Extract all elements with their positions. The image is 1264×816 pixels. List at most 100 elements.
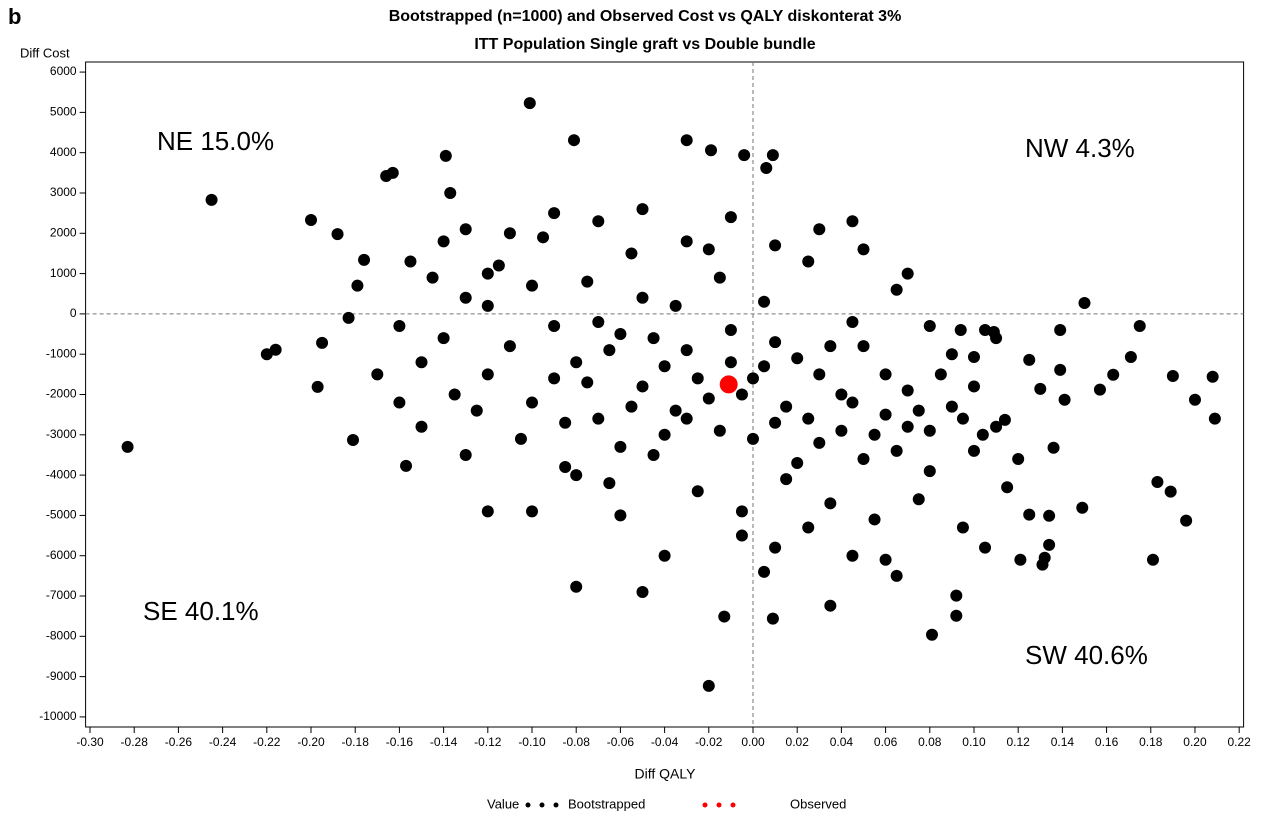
x-tick-label: -0.14 [430,735,458,749]
scatter-point [614,328,627,341]
scatter-point [1206,370,1219,383]
scatter-point [718,610,731,623]
x-tick-label: -0.08 [563,735,591,749]
scatter-point [857,243,870,256]
scatter-point [1124,351,1137,364]
scatter-point [901,267,914,280]
scatter-point [719,375,738,394]
scatter-point [393,319,406,332]
scatter-point [713,424,726,437]
scatter-point [437,332,450,345]
scatter-point [868,513,881,526]
legend-marker [539,802,545,808]
y-tick-label: 1000 [50,266,77,280]
scatter-point [570,580,583,593]
scatter-point [1164,485,1177,498]
scatter-point [769,336,782,349]
scatter-point [758,360,771,373]
scatter-point [813,223,826,236]
y-tick-label: -9000 [46,669,77,683]
y-tick-label: -1000 [46,346,77,360]
scatter-point [923,424,936,437]
quadrant-annotation: NE 15.0% [157,126,274,156]
scatter-point [537,231,550,244]
scatter-point [956,412,969,425]
scatter-point [680,344,693,357]
scatter-point [459,223,472,236]
scatter-point [347,434,360,447]
scatter-point [976,428,989,441]
scatter-point [824,599,837,612]
legend-label: Bootstrapped [568,796,645,811]
scatter-point [1012,452,1025,465]
scatter-point [603,477,616,490]
scatter-point [824,340,837,353]
scatter-point [503,227,516,240]
y-tick-label: -7000 [46,588,77,602]
scatter-point [559,461,572,474]
legend-marker [553,802,559,808]
scatter-point [351,279,364,292]
x-tick-label: -0.04 [651,735,679,749]
scatter-point [758,295,771,308]
scatter-point [791,457,804,470]
x-tick-label: -0.24 [209,735,237,749]
scatter-point [857,340,870,353]
scatter-point [735,388,748,401]
scatter-point [316,336,329,349]
scatter-point [758,565,771,578]
scatter-point [901,420,914,433]
scatter-point [647,332,660,345]
scatter-point [802,521,815,534]
scatter-point [967,351,980,364]
x-tick-label: -0.20 [297,735,325,749]
scatter-point [990,332,1003,345]
x-tick-label: -0.06 [607,735,635,749]
x-tick-label: 0.10 [962,735,986,749]
legend-title: Value [487,796,519,811]
x-tick-label: -0.26 [165,735,193,749]
x-tick-label: 0.02 [786,735,810,749]
scatter-point [1058,393,1071,406]
scatter-point [481,299,494,312]
scatter-point [824,497,837,510]
scatter-point [691,372,704,385]
scatter-point [846,315,859,328]
scatter-point [570,356,583,369]
scatter-point [592,315,605,328]
x-tick-label: -0.22 [253,735,281,749]
scatter-point [470,404,483,417]
scatter-point [570,469,583,482]
scatter-point [724,356,737,369]
legend-label: Observed [790,796,846,811]
scatter-point [702,392,715,405]
scatter-point [581,376,594,389]
y-tick-label: 5000 [50,105,77,119]
scatter-point [1054,324,1067,337]
scatter-point [514,432,527,445]
scatter-point [658,549,671,562]
x-tick-label: 0.20 [1183,735,1207,749]
scatter-point [967,380,980,393]
chart-title: Bootstrapped (n=1000) and Observed Cost … [389,8,902,25]
scatter-point [121,440,134,453]
scatter-point [1047,441,1060,454]
scatter-point [548,207,561,220]
scatter-point [791,352,804,365]
scatter-point [592,215,605,228]
scatter-point [415,420,428,433]
scatter-point [1054,363,1067,376]
scatter-point [305,213,318,226]
scatter-point [835,388,848,401]
scatter-point [1208,412,1221,425]
scatter-point [1146,553,1159,566]
scatter-point [912,493,925,506]
scatter-point [802,255,815,268]
scatter-point [879,408,892,421]
scatter-point [760,161,773,174]
quadrant-annotation: NW 4.3% [1025,133,1135,163]
scatter-point [846,549,859,562]
x-tick-label: -0.12 [474,735,502,749]
y-tick-label: 3000 [50,185,77,199]
scatter-point [393,396,406,409]
